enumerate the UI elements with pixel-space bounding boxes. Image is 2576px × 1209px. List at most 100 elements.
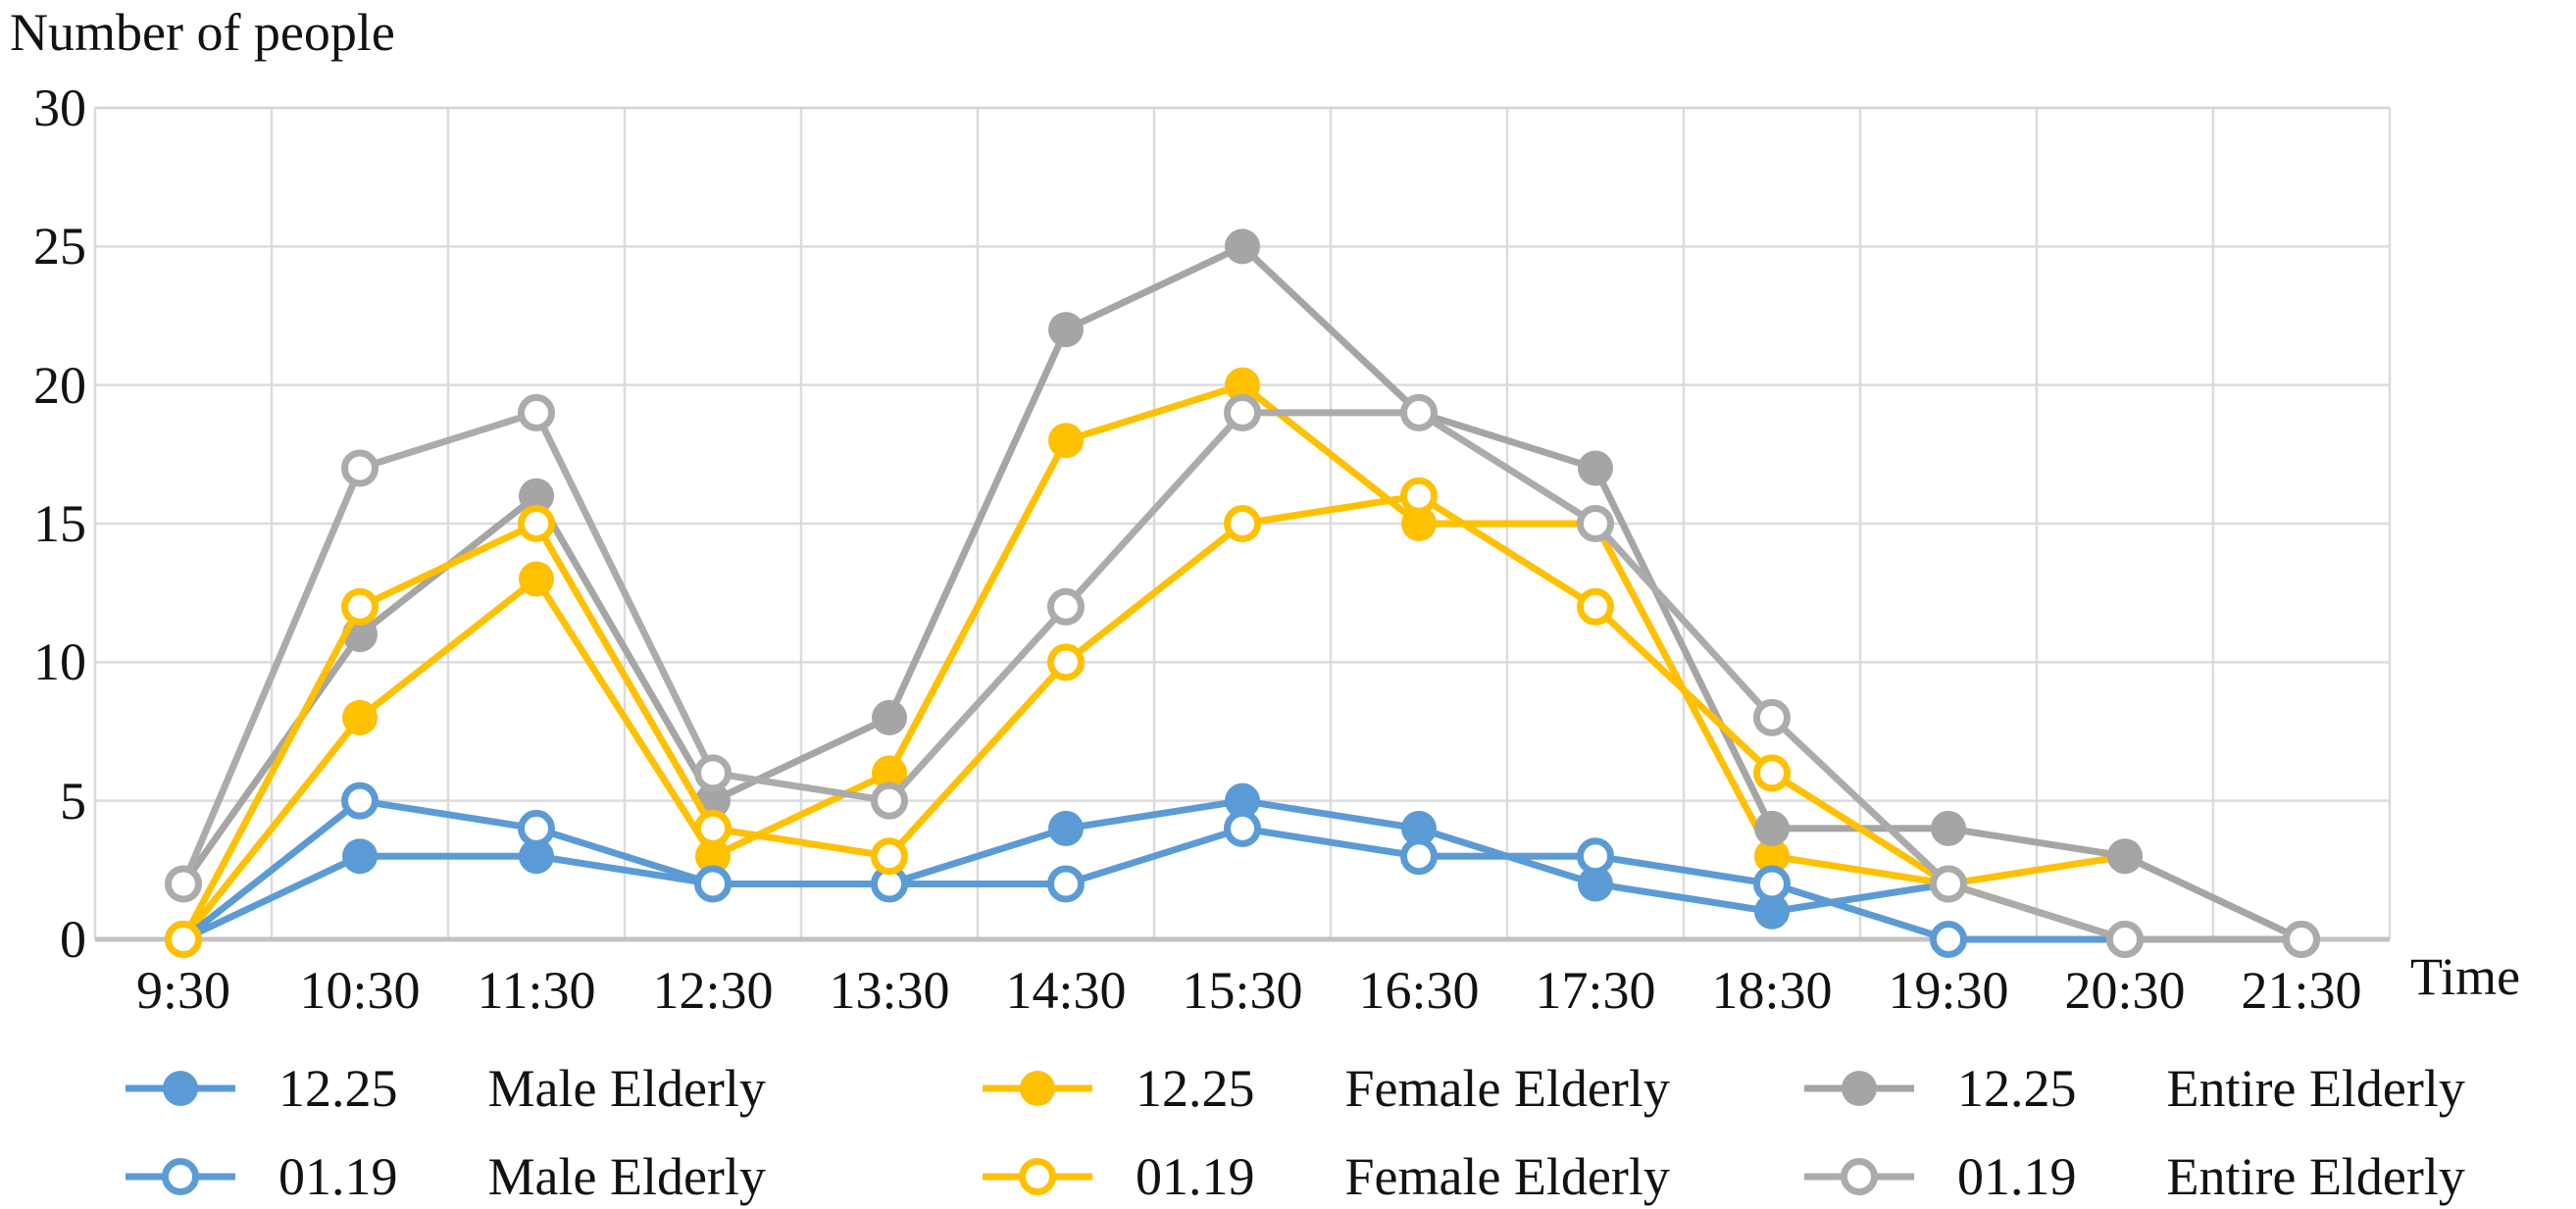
- legend-date-label: 12.25: [1136, 1059, 1255, 1118]
- y-tick-label: 0: [60, 910, 86, 969]
- data-point-12-25-female-elderly-10-30: [342, 699, 378, 735]
- data-series: [165, 228, 2320, 958]
- data-point-12-25-female-elderly-12-30: [695, 838, 731, 875]
- x-tick-label: 14:30: [1005, 961, 1127, 1020]
- data-point-01-19-male-elderly-19-30: [1930, 921, 1967, 958]
- data-point-12-25-male-elderly-17-30: [1578, 866, 1613, 902]
- chart-title: Number of people: [10, 3, 395, 62]
- data-point-01-19-entire-elderly-16-30: [1400, 393, 1438, 431]
- data-point-12-25-male-elderly-16-30: [1401, 810, 1437, 846]
- data-point-12-25-female-elderly-14-30: [1048, 423, 1084, 459]
- y-tick-label: 15: [33, 494, 86, 553]
- data-point-01-19-male-elderly-12-30: [694, 865, 732, 903]
- data-point-01-19-male-elderly-17-30: [1577, 837, 1614, 876]
- x-axis-title: Time: [2410, 947, 2521, 1006]
- y-tick-label: 20: [33, 355, 86, 415]
- data-point-01-19-male-elderly-10-30: [341, 781, 379, 820]
- y-tick-label: 5: [60, 771, 86, 831]
- x-tick-label: 12:30: [652, 961, 774, 1020]
- data-point-01-19-female-elderly-9-30: [165, 921, 202, 958]
- x-tick-label: 18:30: [1711, 961, 1833, 1020]
- data-point-12-25-entire-elderly-17-30: [1578, 450, 1613, 486]
- data-point-01-19-entire-elderly-17-30: [1577, 505, 1614, 542]
- legend-item-01-19-entire-elderly: 01.19 Entire Elderly: [1804, 1145, 2465, 1208]
- data-point-12-25-female-elderly-13-30: [872, 755, 907, 791]
- data-point-01-19-entire-elderly-10-30: [341, 449, 379, 487]
- x-tick-label: 13:30: [829, 961, 950, 1020]
- data-point-12-25-male-elderly-14-30: [1048, 810, 1084, 846]
- data-point-12-25-male-elderly-18-30: [1754, 893, 1790, 930]
- legend-series-label: Entire Elderly: [2166, 1059, 2465, 1118]
- legend-item-12-25-female-elderly: 12.25 Female Elderly: [983, 1057, 1670, 1120]
- data-point-12-25-entire-elderly-15-30: [1225, 228, 1260, 265]
- x-tick-label: 16:30: [1358, 961, 1480, 1020]
- data-point-01-19-female-elderly-17-30: [1577, 587, 1614, 626]
- x-tick-label: 17:30: [1535, 961, 1656, 1020]
- data-point-12-25-male-elderly-15-30: [1225, 782, 1260, 819]
- data-point-12-25-entire-elderly-18-30: [1754, 810, 1790, 846]
- legend-open-marker-icon: [983, 1158, 1092, 1195]
- data-point-12-25-female-elderly-18-30: [1754, 838, 1790, 875]
- data-point-01-19-female-elderly-14-30: [1047, 643, 1085, 681]
- legend-series-label: Entire Elderly: [2166, 1147, 2465, 1206]
- data-point-01-19-entire-elderly-15-30: [1224, 393, 1261, 431]
- data-point-01-19-entire-elderly-19-30: [1930, 865, 1967, 903]
- data-point-01-19-entire-elderly-14-30: [1047, 587, 1085, 626]
- data-point-12-25-entire-elderly-11-30: [519, 478, 554, 514]
- data-point-01-19-entire-elderly-20-30: [2106, 921, 2144, 958]
- legend-item-01-19-male-elderly: 01.19 Male Elderly: [126, 1145, 766, 1208]
- legend-item-12-25-entire-elderly: 12.25 Entire Elderly: [1804, 1057, 2465, 1120]
- legend-item-01-19-female-elderly: 01.19 Female Elderly: [983, 1145, 1670, 1208]
- y-tick-label: 10: [33, 632, 86, 692]
- series-line-01-19-entire-elderly: [179, 409, 2305, 943]
- legend-series-label: Female Elderly: [1344, 1147, 1670, 1206]
- data-point-01-19-entire-elderly-11-30: [518, 393, 555, 431]
- data-point-01-19-entire-elderly-12-30: [694, 754, 732, 792]
- data-point-12-25-female-elderly-11-30: [519, 561, 554, 597]
- legend-open-marker-icon: [1804, 1158, 1914, 1195]
- legend-filled-marker-icon: [126, 1071, 235, 1106]
- data-point-01-19-male-elderly-14-30: [1047, 865, 1085, 903]
- legend-series-label: Male Elderly: [487, 1059, 766, 1118]
- y-tick-label: 30: [33, 78, 86, 137]
- legend-date-label: 01.19: [278, 1147, 398, 1206]
- data-point-01-19-entire-elderly-21-30: [2283, 921, 2320, 958]
- data-point-12-25-entire-elderly-14-30: [1048, 312, 1084, 348]
- x-tick-label: 10:30: [299, 961, 421, 1020]
- data-point-12-25-entire-elderly-13-30: [872, 699, 907, 735]
- data-point-01-19-male-elderly-18-30: [1753, 865, 1791, 903]
- legend-date-label: 01.19: [1957, 1147, 2077, 1206]
- legend-date-label: 01.19: [1136, 1147, 1255, 1206]
- x-tick-label: 11:30: [477, 961, 596, 1020]
- data-point-01-19-entire-elderly-18-30: [1753, 698, 1791, 736]
- data-point-01-19-female-elderly-11-30: [518, 505, 555, 542]
- data-point-01-19-male-elderly-15-30: [1224, 809, 1261, 847]
- data-point-01-19-male-elderly-11-30: [518, 809, 555, 847]
- legend-filled-marker-icon: [1804, 1071, 1914, 1106]
- x-tick-label: 21:30: [2241, 961, 2362, 1020]
- data-point-12-25-entire-elderly-19-30: [1931, 810, 1966, 846]
- data-point-01-19-female-elderly-18-30: [1753, 754, 1791, 792]
- legend-item-12-25-male-elderly: 12.25 Male Elderly: [126, 1057, 766, 1120]
- data-point-01-19-female-elderly-10-30: [341, 587, 379, 626]
- x-tick-label: 15:30: [1182, 961, 1303, 1020]
- legend-date-label: 12.25: [1957, 1059, 2077, 1118]
- data-point-01-19-female-elderly-15-30: [1224, 505, 1261, 542]
- data-point-01-19-female-elderly-16-30: [1400, 477, 1438, 515]
- x-tick-label: 20:30: [2064, 961, 2186, 1020]
- data-point-01-19-female-elderly-12-30: [694, 809, 732, 847]
- series-line-01-19-female-elderly: [179, 492, 2305, 943]
- data-point-12-25-entire-elderly-20-30: [2107, 838, 2143, 875]
- data-point-01-19-entire-elderly-9-30: [165, 865, 202, 903]
- legend-series-label: Male Elderly: [487, 1147, 766, 1206]
- data-point-12-25-female-elderly-16-30: [1401, 506, 1437, 541]
- data-point-01-19-entire-elderly-13-30: [871, 781, 908, 820]
- legend-date-label: 12.25: [278, 1059, 398, 1118]
- data-point-01-19-female-elderly-13-30: [871, 837, 908, 876]
- data-point-12-25-male-elderly-10-30: [342, 838, 378, 875]
- data-point-12-25-male-elderly-11-30: [519, 838, 554, 875]
- x-tick-label: 19:30: [1888, 961, 2009, 1020]
- legend-series-label: Female Elderly: [1344, 1059, 1670, 1118]
